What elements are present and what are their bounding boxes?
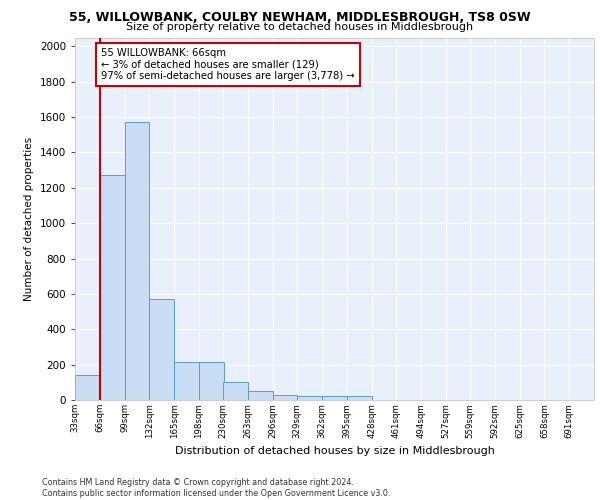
Text: 55, WILLOWBANK, COULBY NEWHAM, MIDDLESBROUGH, TS8 0SW: 55, WILLOWBANK, COULBY NEWHAM, MIDDLESBR… — [69, 11, 531, 24]
Bar — [272, 394, 298, 400]
Bar — [174, 362, 199, 400]
Bar — [223, 382, 248, 400]
X-axis label: Distribution of detached houses by size in Middlesbrough: Distribution of detached houses by size … — [175, 446, 494, 456]
Bar — [248, 391, 272, 400]
Bar — [347, 396, 371, 400]
Bar — [125, 122, 149, 400]
Bar — [75, 375, 100, 400]
Bar — [199, 362, 224, 400]
Bar — [100, 176, 125, 400]
Bar — [322, 396, 347, 400]
Text: 55 WILLOWBANK: 66sqm
← 3% of detached houses are smaller (129)
97% of semi-detac: 55 WILLOWBANK: 66sqm ← 3% of detached ho… — [101, 48, 355, 82]
Y-axis label: Number of detached properties: Number of detached properties — [24, 136, 34, 301]
Text: Size of property relative to detached houses in Middlesbrough: Size of property relative to detached ho… — [127, 22, 473, 32]
Bar — [298, 396, 322, 400]
Bar — [149, 299, 174, 400]
Text: Contains HM Land Registry data © Crown copyright and database right 2024.
Contai: Contains HM Land Registry data © Crown c… — [42, 478, 391, 498]
